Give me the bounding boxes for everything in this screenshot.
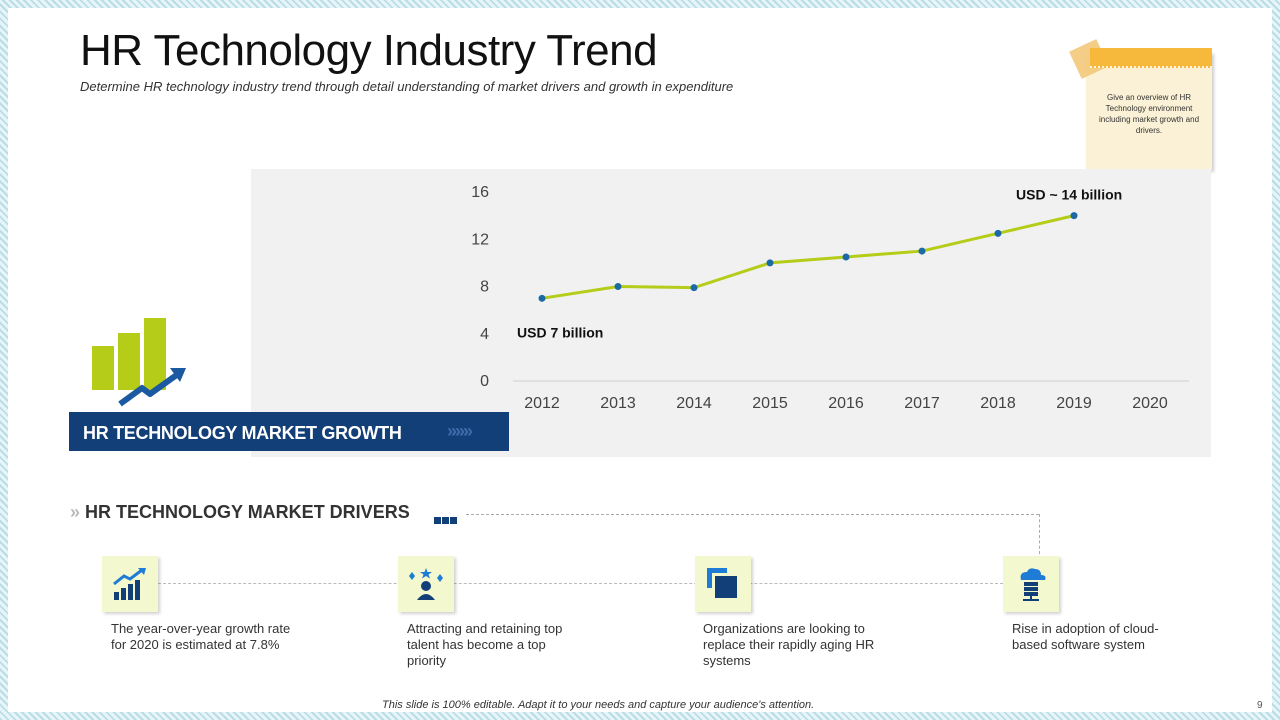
cloud-server-icon	[1020, 568, 1046, 601]
page-subtitle: Determine HR technology industry trend t…	[80, 79, 734, 94]
heading-squares-decoration	[434, 511, 458, 529]
heading-chevron-icon: »	[70, 502, 80, 522]
driver-icon-box	[398, 556, 454, 612]
x-tick-label: 2020	[1132, 395, 1168, 412]
x-tick-label: 2013	[600, 395, 636, 412]
drivers-heading: » HR TECHNOLOGY MARKET DRIVERS	[70, 502, 410, 523]
x-tick-label: 2016	[828, 395, 864, 412]
driver-text: The year-over-year growth rate for 2020 …	[111, 621, 291, 652]
page-title: HR Technology Industry Trend	[80, 26, 658, 75]
replace-squares-icon	[707, 568, 737, 598]
sticky-note: Give an overview of HR Technology enviro…	[1069, 39, 1212, 170]
y-tick-label: 0	[480, 373, 489, 390]
data-point	[766, 259, 774, 267]
y-tick-label: 16	[471, 184, 489, 201]
driver-text: Attracting and retaining top talent has …	[407, 621, 563, 668]
data-point	[1070, 212, 1078, 220]
x-tick-label: 2014	[676, 395, 712, 412]
data-point	[842, 253, 850, 261]
banner-label: HR TECHNOLOGY MARKET GROWTH	[83, 423, 402, 443]
data-point	[690, 284, 698, 292]
data-point	[538, 294, 546, 302]
x-tick-label: 2015	[752, 395, 788, 412]
slide-content: HR Technology Industry Trend Determine H…	[8, 8, 1272, 712]
data-point	[614, 283, 622, 290]
x-tick-label: 2017	[904, 395, 940, 412]
driver-icon-box	[102, 556, 158, 612]
data-point	[918, 247, 926, 255]
dashed-connector-right	[1039, 514, 1040, 554]
y-tick-label: 4	[480, 326, 489, 343]
y-tick-label: 8	[480, 279, 489, 296]
x-tick-label: 2012	[524, 395, 560, 412]
y-tick-label: 12	[471, 231, 489, 248]
page-number: 9	[1257, 700, 1263, 711]
note-tape	[1090, 48, 1212, 68]
driver-icon-box	[1003, 556, 1059, 612]
banner-arrows: »»»»»	[447, 421, 473, 441]
annotation-end: USD ~ 14 billion	[1016, 187, 1122, 203]
dashed-connector-top	[466, 514, 1039, 515]
driver-text: Organizations are looking to replace the…	[703, 621, 875, 668]
footer-text: This slide is 100% editable. Adapt it to…	[382, 699, 815, 711]
talent-star-icon	[409, 568, 443, 600]
dashed-connector-middle	[158, 583, 1008, 584]
data-point	[994, 229, 1002, 237]
market-growth-icon	[92, 318, 186, 407]
line-chart: 0 4 8 12 16 2012 2013 2014 2015 2016 2017 2018 2019 2…	[471, 184, 1189, 412]
series-line	[541, 214, 1075, 300]
drivers-heading-text: HR TECHNOLOGY MARKET DRIVERS	[85, 502, 410, 522]
x-tick-label: 2019	[1056, 395, 1092, 412]
driver-text: Rise in adoption of cloud-based software…	[1012, 621, 1159, 652]
annotation-start: USD 7 billion	[517, 324, 603, 340]
growth-chart-icon	[113, 568, 146, 600]
note-text: Give an overview of HR Technology enviro…	[1098, 93, 1200, 135]
driver-icon-box	[695, 556, 751, 612]
market-growth-banner: HR TECHNOLOGY MARKET GROWTH »»»»»	[69, 412, 509, 451]
x-tick-label: 2018	[980, 395, 1016, 412]
chart-panel: 0 4 8 12 16 2012 2013 2014 2015 2016 2017 2018 2019 2…	[251, 169, 1211, 457]
